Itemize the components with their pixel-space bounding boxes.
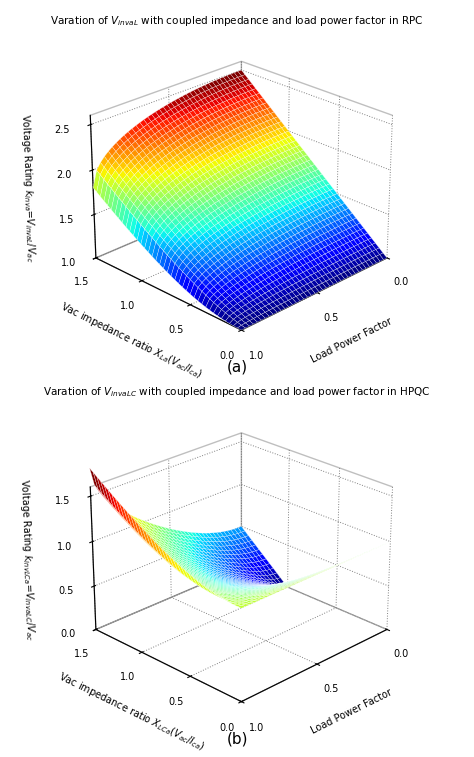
- Y-axis label: Vac impedance ratio $X_{La}$($V_{ac}$/$I_{ca}$): Vac impedance ratio $X_{La}$($V_{ac}$/$I…: [58, 299, 205, 382]
- Title: Varation of $V_{invaL}$ with coupled impedance and load power factor in RPC: Varation of $V_{invaL}$ with coupled imp…: [50, 14, 424, 28]
- Y-axis label: Vac impedance ratio $X_{LCa}$($V_{ac}$/$I_{ca}$): Vac impedance ratio $X_{LCa}$($V_{ac}$/$…: [56, 669, 207, 754]
- X-axis label: Load Power Factor: Load Power Factor: [309, 316, 393, 364]
- X-axis label: Load Power Factor: Load Power Factor: [309, 687, 393, 736]
- Text: (a): (a): [227, 360, 247, 375]
- Text: (b): (b): [226, 731, 248, 746]
- Title: Varation of $V_{invaLC}$ with coupled impedance and load power factor in HPQC: Varation of $V_{invaLC}$ with coupled im…: [43, 385, 431, 400]
